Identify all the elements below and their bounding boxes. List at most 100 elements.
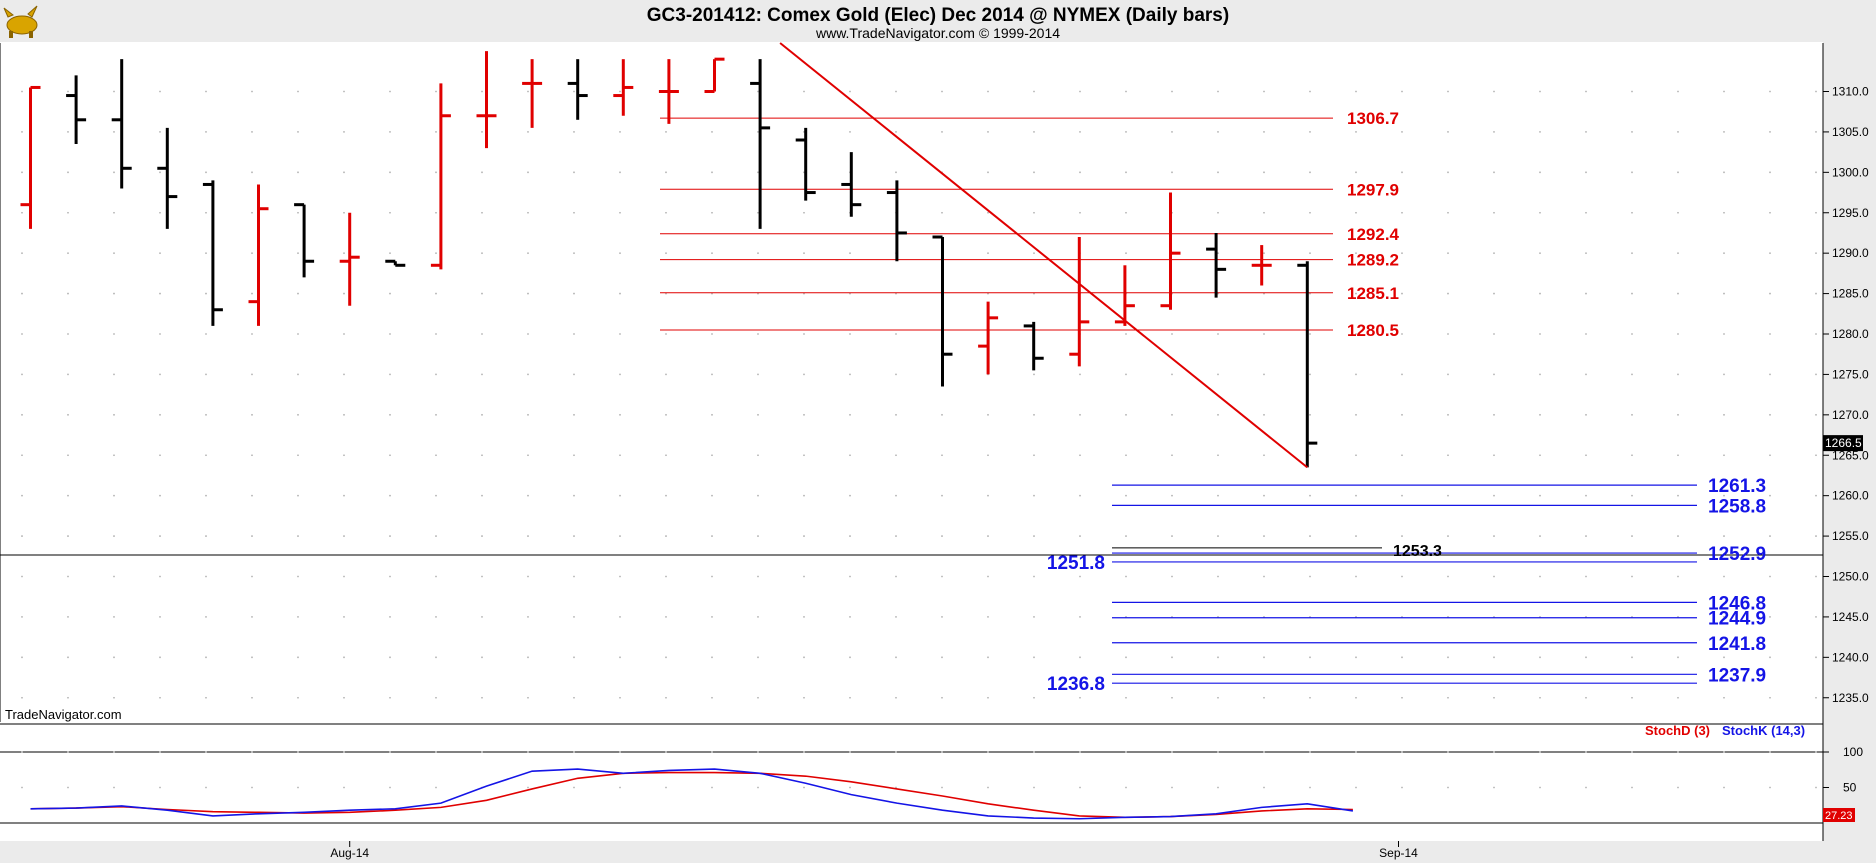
- ohlc-bar: [476, 51, 497, 149]
- grid-dot: [711, 535, 713, 537]
- grid-dot: [1539, 535, 1541, 537]
- grid-dot: [343, 333, 345, 335]
- grid-dot: [849, 494, 851, 497]
- grid-dot: [1171, 373, 1173, 376]
- grid-dot: [757, 696, 759, 699]
- grid-dot: [757, 454, 759, 457]
- grid-dot: [1493, 252, 1495, 255]
- grid-dot: [389, 90, 391, 93]
- date-axis-bar: [0, 841, 1876, 863]
- grid-dot: [1125, 252, 1127, 255]
- grid-dot: [1769, 90, 1771, 93]
- grid-dot: [803, 786, 805, 789]
- grid-dot: [619, 454, 621, 457]
- grid-dot: [1493, 211, 1495, 214]
- grid-dot: [573, 373, 575, 376]
- grid-dot: [1217, 751, 1219, 753]
- grid-dot: [1723, 786, 1725, 789]
- grid-dot: [205, 292, 207, 295]
- ohlc-bar: [1206, 232, 1227, 298]
- grid-dot: [67, 373, 69, 376]
- grid-dot: [1585, 575, 1587, 578]
- grid-dot: [67, 333, 69, 335]
- grid-dot: [21, 535, 23, 537]
- y-tick-label: 1310.0: [1832, 85, 1869, 99]
- grid-dot: [343, 696, 345, 699]
- resistance-label: 1306.7: [1347, 109, 1399, 128]
- grid-dot: [343, 535, 345, 537]
- ohlc-bar: [1069, 237, 1090, 367]
- grid-dot: [297, 373, 299, 376]
- grid-dot: [1815, 413, 1817, 416]
- grid-dot: [1125, 535, 1127, 537]
- y-tick-label: 1265.0: [1832, 448, 1869, 462]
- resistance-label: 1297.9: [1347, 180, 1399, 199]
- grid-dot: [205, 751, 207, 753]
- grid-dot: [619, 252, 621, 255]
- grid-dot: [1723, 616, 1725, 618]
- grid-dot: [1677, 575, 1679, 578]
- grid-dot: [1033, 494, 1035, 497]
- grid-dot: [1447, 494, 1449, 497]
- grid-dot: [1447, 454, 1449, 457]
- grid-dot: [251, 454, 253, 457]
- grid-dot: [1033, 656, 1035, 659]
- grid-dot: [1125, 786, 1127, 789]
- grid-dot: [1769, 413, 1771, 416]
- grid-dot: [159, 252, 161, 255]
- grid-dot: [1217, 786, 1219, 789]
- grid-dot: [895, 656, 897, 659]
- grid-dot: [1723, 90, 1725, 93]
- grid-dot: [297, 616, 299, 618]
- y-tick-label: 1250.0: [1832, 570, 1869, 584]
- chart-title: GC3-201412: Comex Gold (Elec) Dec 2014 @…: [647, 5, 1229, 26]
- grid-dot: [1401, 454, 1403, 457]
- last-price-value: 1266.5: [1825, 436, 1862, 450]
- grid-dot: [849, 575, 851, 578]
- grid-dot: [757, 575, 759, 578]
- y-tick-label: 1300.0: [1832, 165, 1869, 179]
- grid-dot: [205, 333, 207, 335]
- grid-dot: [1263, 90, 1265, 93]
- grid-dot: [1447, 333, 1449, 335]
- grid-dot: [987, 616, 989, 618]
- grid-dot: [343, 616, 345, 618]
- grid-dot: [251, 90, 253, 93]
- grid-dot: [159, 656, 161, 659]
- grid-dot: [1033, 575, 1035, 578]
- grid-dot: [159, 494, 161, 497]
- grid-dot: [389, 292, 391, 295]
- grid-dot: [1401, 575, 1403, 578]
- grid-dot: [1631, 575, 1633, 578]
- grid-dot: [481, 292, 483, 295]
- grid-dot: [159, 292, 161, 295]
- y-tick-label: 1305.0: [1832, 125, 1869, 139]
- grid-dot: [1585, 751, 1587, 753]
- grid-dot: [1447, 292, 1449, 295]
- grid-dot: [1677, 292, 1679, 295]
- grid-dot: [113, 171, 115, 174]
- ohlc-bar: [1114, 265, 1135, 326]
- grid-dot: [849, 786, 851, 789]
- grid-dot: [113, 252, 115, 255]
- grid-dot: [1079, 786, 1081, 789]
- grid-dot: [1447, 131, 1449, 133]
- grid-dot: [1309, 535, 1311, 537]
- ohlc-bar: [750, 59, 771, 229]
- grid-dot: [987, 90, 989, 93]
- grid-dot: [1171, 131, 1173, 133]
- grid-dot: [527, 90, 529, 93]
- grid-dot: [757, 751, 759, 753]
- grid-dot: [1217, 171, 1219, 174]
- grid-dot: [1769, 575, 1771, 578]
- grid-dot: [1401, 373, 1403, 376]
- grid-dot: [1401, 656, 1403, 659]
- grid-dot: [1171, 90, 1173, 93]
- grid-dot: [1263, 454, 1265, 457]
- grid-dot: [1355, 656, 1357, 659]
- grid-dot: [711, 252, 713, 255]
- grid-dot: [711, 786, 713, 789]
- grid-dot: [1769, 454, 1771, 457]
- grid-dot: [1585, 786, 1587, 789]
- grid-dot: [1217, 656, 1219, 659]
